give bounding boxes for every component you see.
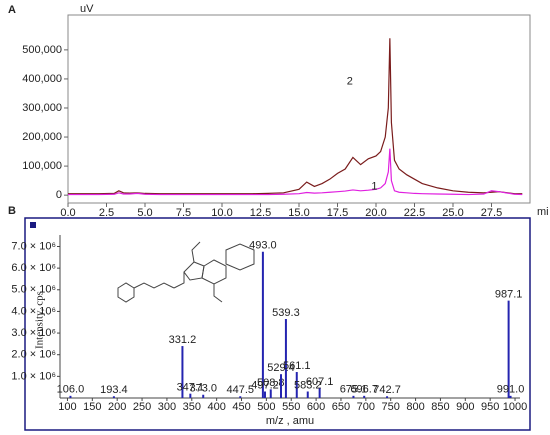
x-tick-label: 350 [183, 401, 201, 413]
panel-label: A [8, 4, 16, 16]
x-tick-label: 850 [431, 401, 449, 413]
y-tick-label: 300,000 [22, 102, 62, 114]
y-tick-label: 2.0 × 10⁶ [11, 349, 56, 361]
y-tick-label: 100,000 [22, 160, 62, 172]
x-axis-label: m/z , amu [266, 415, 314, 427]
peak-label: 991.0 [497, 384, 525, 396]
x-tick-label: 20.0 [365, 207, 386, 219]
x-tick-label: 2.5 [99, 207, 114, 219]
peak-label: 742.7 [373, 384, 401, 396]
x-tick-label: 650 [332, 401, 350, 413]
peak-label: 193.4 [100, 384, 128, 396]
peak-label: 539.3 [272, 307, 300, 319]
peak-label: 607.1 [306, 376, 334, 388]
molecule-structure [117, 241, 255, 303]
panel-b-frame [24, 217, 531, 431]
peak-label: 529.4 [267, 362, 295, 374]
x-tick-label: 5.0 [137, 207, 152, 219]
x-tick-label: 27.5 [481, 207, 502, 219]
y-tick-label: 0 [56, 189, 62, 201]
peak-label: 675.1 [340, 384, 368, 396]
y-tick-label: 500,000 [22, 44, 62, 56]
y-tick-label: 200,000 [22, 131, 62, 143]
y-tick-label: 4.0 × 10⁶ [11, 305, 56, 317]
peak-label: 696.7 [350, 384, 378, 396]
peak-label: 106.0 [57, 384, 85, 396]
peak-label: 447.5 [227, 384, 255, 396]
x-tick-label: 17.5 [327, 207, 348, 219]
x-tick-label: 12.5 [250, 207, 271, 219]
x-tick-label: 400 [207, 401, 225, 413]
x-tick-label: 150 [83, 401, 101, 413]
x-tick-label: 450 [232, 401, 250, 413]
peak-label: 493.0 [249, 240, 277, 252]
peak-label: 583.2 [294, 379, 322, 391]
x-tick-label: 500 [257, 401, 275, 413]
x-tick-label: 800 [406, 401, 424, 413]
panel-label: B [8, 205, 16, 217]
peak-label: 347.1 [177, 382, 205, 394]
x-tick-label: 7.5 [176, 207, 191, 219]
x-tick-label: 200 [108, 401, 126, 413]
x-tick-label: 22.5 [404, 207, 425, 219]
x-tick-label: 300 [158, 401, 176, 413]
y-axis-label: Intensity, cps [34, 291, 46, 349]
x-tick-label: 550 [282, 401, 300, 413]
y-tick-label: 6.0 × 10⁶ [11, 262, 56, 274]
x-tick-label: 700 [357, 401, 375, 413]
trace [68, 148, 523, 196]
x-tick-label: 950 [481, 401, 499, 413]
panel-b-icon [30, 222, 36, 228]
peak-label: 561.1 [283, 360, 311, 372]
y-tick-label: 7.0 × 10⁶ [11, 240, 56, 252]
y-tick-label: 400,000 [22, 73, 62, 85]
x-tick-label: 750 [382, 401, 400, 413]
x-tick-label: 0.0 [60, 207, 75, 219]
x-tick-label: 10.0 [211, 207, 232, 219]
peak-label: 331.2 [169, 334, 197, 346]
y-tick-label: 1.0 × 10⁶ [11, 370, 56, 382]
peak-label: 373.0 [189, 383, 217, 395]
x-unit: mi [537, 206, 549, 218]
peak-label: 497.2 [251, 379, 279, 391]
y-unit: uV [80, 3, 94, 15]
x-tick-label: 25.0 [442, 207, 463, 219]
x-tick-label: 100 [58, 401, 76, 413]
peak-label: 987.1 [495, 289, 523, 301]
y-tick-label: 3.0 × 10⁶ [11, 327, 56, 339]
series-label: 1 [371, 180, 377, 192]
x-tick-label: 600 [307, 401, 325, 413]
series-label: 2 [347, 76, 353, 88]
x-tick-label: 15.0 [288, 207, 309, 219]
x-tick-label: 250 [133, 401, 151, 413]
trace [68, 38, 523, 195]
peak-label: 508.8 [257, 377, 285, 389]
x-tick-label: 1000 [503, 401, 527, 413]
panel-a-frame [67, 14, 531, 204]
y-tick-label: 5.0 × 10⁶ [11, 284, 56, 296]
x-tick-label: 900 [456, 401, 474, 413]
